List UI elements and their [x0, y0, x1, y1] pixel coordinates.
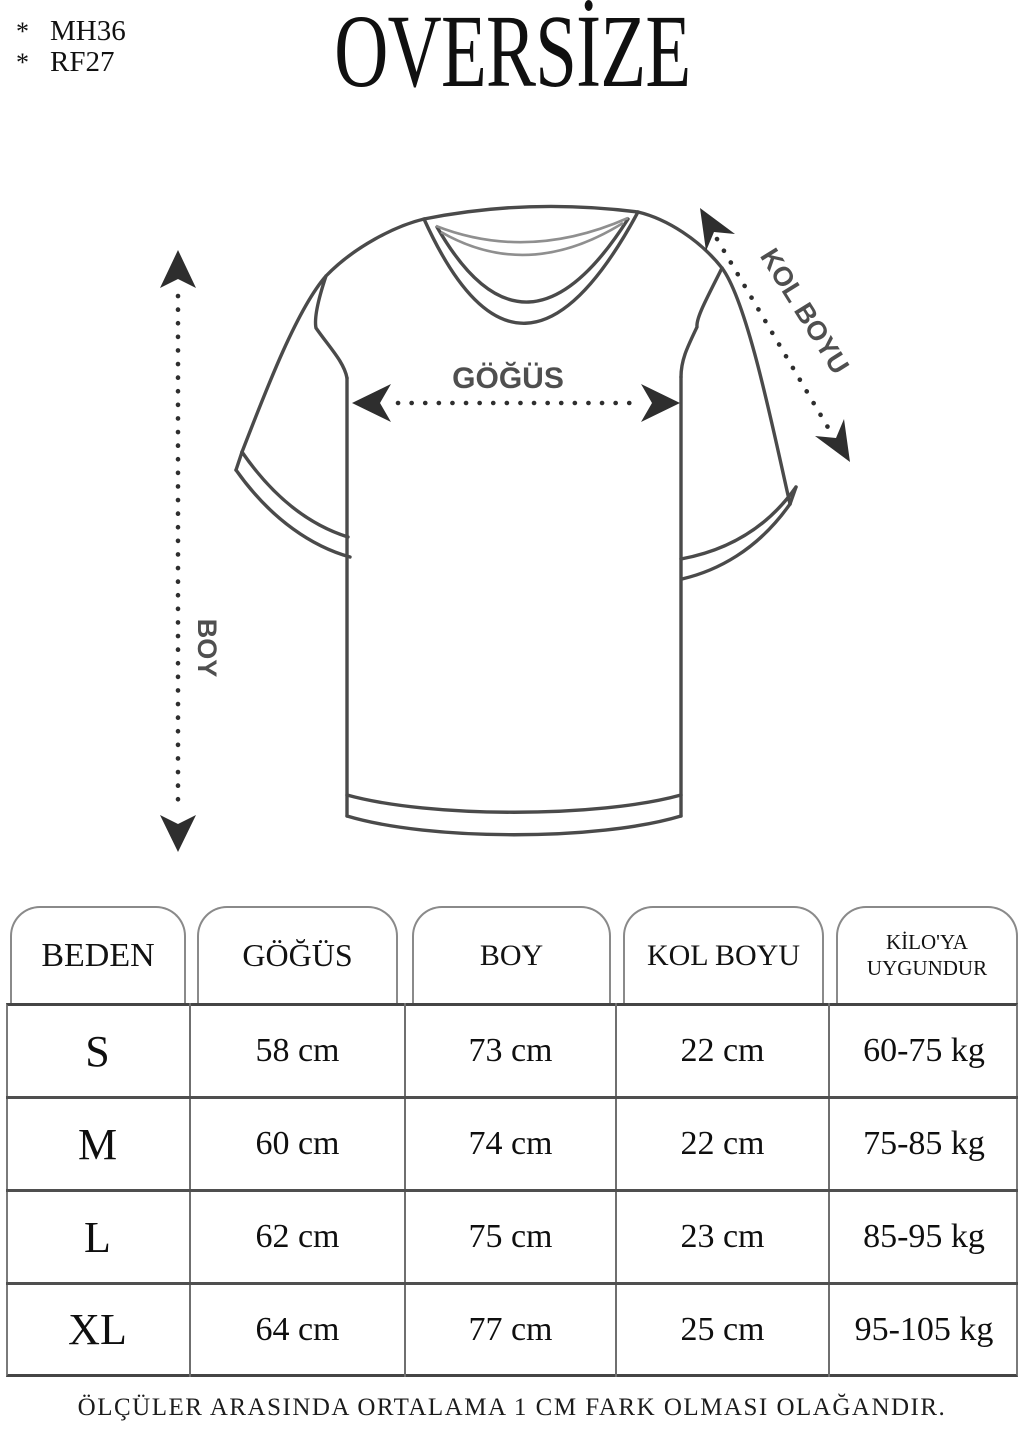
product-code-2: RF27: [50, 46, 115, 78]
sleeve-measure-label: KOL BOYU: [754, 243, 855, 379]
chest-arrow-right-icon: [641, 384, 680, 422]
measurement-dotted-lines: [175, 236, 836, 809]
cell-length-xl: 77 cm: [468, 1310, 553, 1348]
asterisk-icon: *: [16, 17, 29, 46]
cell-sleeve-s: 22 cm: [680, 1032, 765, 1069]
cell-weight-s: 60-75 kg: [863, 1032, 985, 1069]
asterisk-icon: *: [16, 48, 29, 77]
cell-weight-m: 75-85 kg: [863, 1125, 985, 1162]
tshirt-outline: [234, 204, 798, 837]
column-header-kiloya-uygundur: KİLO'YA UYGUNDUR: [836, 906, 1018, 1003]
column-header-beden: BEDEN: [10, 906, 186, 1003]
cell-weight-l: 85-95 kg: [863, 1218, 985, 1255]
product-codes: * MH36 * RF27: [16, 16, 126, 78]
cell-sleeve-xl: 25 cm: [680, 1310, 765, 1348]
column-header-gogus: GÖĞÜS: [197, 906, 398, 1003]
length-measure-label: BOY: [192, 619, 222, 678]
sleeve-dotted-line: [714, 236, 836, 439]
length-arrow-up-icon: [160, 250, 196, 288]
table-row-divider: [6, 1096, 1018, 1099]
collar-rib-lines: [435, 216, 629, 257]
product-code-line-1: * MH36: [16, 16, 126, 47]
cell-chest-s: 58 cm: [255, 1032, 340, 1069]
chest-measure-label: GÖĞÜS: [452, 361, 564, 395]
cell-length-m: 74 cm: [468, 1125, 553, 1162]
cell-sleeve-l: 23 cm: [680, 1218, 765, 1255]
tolerance-footnote: ÖLÇÜLER ARASINDA ORTALAMA 1 CM FARK OLMA…: [77, 1394, 947, 1421]
arrowheads: [160, 208, 850, 852]
table-row-divider: [6, 1189, 1018, 1192]
cell-sleeve-m: 22 cm: [680, 1125, 765, 1162]
cell-chest-l: 62 cm: [255, 1218, 340, 1255]
sleeve-arrow-up-icon: [700, 208, 735, 251]
cell-chest-m: 60 cm: [255, 1125, 340, 1162]
title-wrap: OVERSİZE: [0, 0, 1024, 111]
cell-size-s: S: [85, 1026, 110, 1076]
column-header-kiloya-uygundur-text: KİLO'YA UYGUNDUR: [866, 930, 988, 980]
product-code-1: MH36: [50, 15, 126, 47]
sleeve-arrow-down-icon: [815, 419, 850, 462]
table-row-divider: [6, 1282, 1018, 1285]
chest-arrow-left-icon: [352, 384, 391, 422]
column-header-boy: BOY: [412, 906, 611, 1003]
tshirt-measurement-diagram: GÖĞÜS BOY KOL BOYU: [160, 204, 855, 852]
cell-length-s: 73 cm: [468, 1032, 553, 1069]
page-title: OVERSİZE: [333, 0, 691, 109]
product-code-line-2: * RF27: [16, 47, 126, 78]
cell-length-l: 75 cm: [468, 1218, 553, 1255]
column-header-kol-boyu: KOL BOYU: [623, 906, 824, 1003]
cell-chest-xl: 64 cm: [255, 1310, 340, 1348]
cell-size-m: M: [77, 1119, 118, 1169]
cell-size-xl: XL: [68, 1305, 127, 1354]
length-arrow-down-icon: [160, 815, 196, 852]
cell-size-l: L: [84, 1212, 111, 1262]
cell-weight-xl: 95-105 kg: [854, 1310, 994, 1348]
